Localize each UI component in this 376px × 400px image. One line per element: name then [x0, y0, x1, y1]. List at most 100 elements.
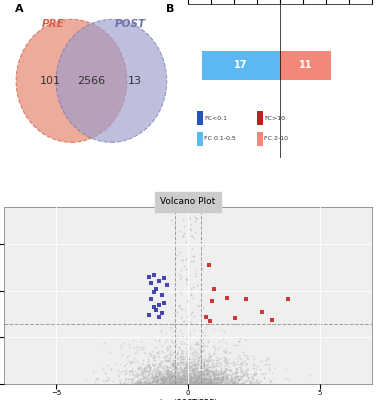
Point [230, 360, 237, 366]
Point [232, 315, 238, 321]
Point [175, 360, 181, 367]
Point [188, 310, 194, 317]
Point [205, 356, 211, 362]
Point [194, 368, 200, 374]
Point [196, 370, 202, 377]
Point [174, 373, 180, 379]
Point [168, 368, 174, 374]
Point [216, 370, 222, 376]
Point [215, 371, 221, 378]
Point [183, 350, 189, 356]
Point [181, 230, 187, 236]
Point [226, 364, 232, 370]
Point [167, 379, 173, 385]
Point [192, 362, 198, 368]
Point [229, 370, 235, 377]
Point [195, 373, 201, 379]
Point [204, 379, 210, 386]
Point [237, 369, 243, 375]
Point [195, 362, 201, 368]
Point [164, 347, 170, 353]
Point [218, 366, 224, 372]
Point [240, 368, 246, 374]
Point [206, 378, 212, 384]
Point [199, 349, 205, 356]
Point [195, 377, 201, 384]
Point [185, 378, 191, 385]
Point [137, 378, 143, 385]
Point [179, 333, 185, 340]
Point [181, 378, 187, 385]
Point [156, 354, 162, 361]
Point [139, 369, 145, 375]
Point [120, 380, 126, 386]
Point [168, 361, 174, 367]
Point [177, 321, 183, 328]
Point [173, 379, 179, 385]
Point [199, 376, 205, 383]
Point [174, 376, 180, 382]
Point [131, 359, 137, 366]
Point [223, 340, 229, 346]
Point [187, 330, 193, 337]
Point [228, 367, 234, 373]
Point [192, 361, 198, 367]
Point [153, 366, 159, 372]
Point [252, 371, 258, 377]
Point [232, 373, 238, 380]
Point [213, 362, 219, 368]
Point [183, 380, 189, 386]
Point [135, 378, 141, 385]
Point [194, 372, 200, 378]
Point [184, 363, 190, 370]
Point [224, 359, 230, 366]
Point [218, 364, 224, 371]
Point [151, 377, 157, 384]
Point [180, 364, 186, 371]
Point [201, 356, 207, 363]
Point [146, 368, 152, 374]
Point [128, 378, 134, 385]
Point [199, 375, 205, 381]
Point [121, 381, 127, 387]
Point [172, 372, 178, 378]
Point [206, 372, 212, 378]
Point [284, 375, 290, 382]
Point [200, 372, 206, 379]
Point [181, 374, 187, 381]
Point [129, 377, 135, 383]
Point [184, 373, 190, 379]
Point [211, 370, 217, 377]
Point [228, 375, 234, 381]
Point [236, 338, 242, 344]
Point [201, 332, 207, 339]
Point [139, 371, 145, 378]
Point [217, 379, 223, 386]
Point [179, 359, 185, 365]
Point [234, 374, 240, 380]
Point [211, 374, 217, 381]
Point [191, 235, 197, 242]
Point [192, 379, 198, 385]
Point [194, 374, 200, 380]
Point [207, 378, 213, 384]
Point [253, 371, 259, 377]
Point [191, 377, 197, 383]
Point [176, 376, 182, 382]
Point [127, 360, 133, 366]
Point [143, 378, 149, 385]
Point [253, 378, 259, 384]
Point [207, 369, 213, 375]
Point [168, 347, 174, 354]
Point [250, 353, 256, 359]
Point [160, 375, 166, 382]
Point [189, 366, 195, 372]
Point [212, 377, 218, 384]
Point [181, 372, 187, 379]
Point [218, 374, 224, 380]
Point [175, 379, 181, 386]
Point [176, 375, 182, 382]
Point [185, 374, 191, 381]
Point [240, 372, 246, 379]
Point [150, 380, 156, 386]
